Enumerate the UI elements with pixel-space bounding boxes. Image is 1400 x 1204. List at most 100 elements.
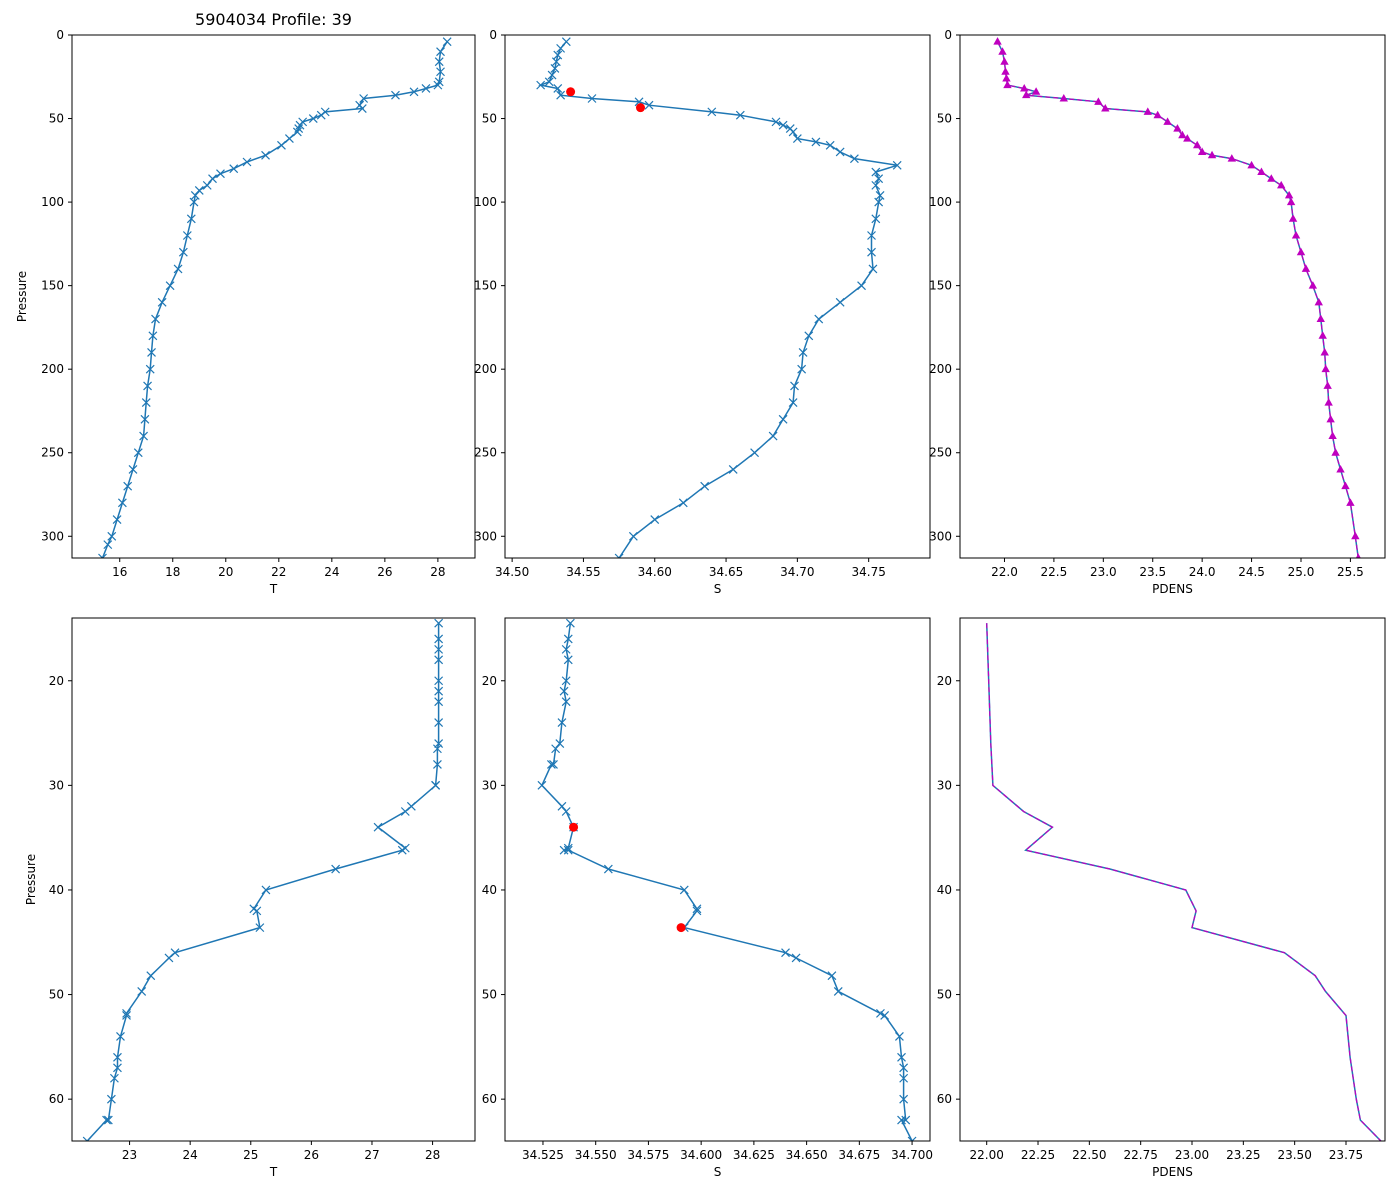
data-point [202, 180, 212, 190]
data-point [140, 414, 150, 424]
x-axis-label: T [269, 582, 278, 596]
y-tick-label: 50 [49, 112, 64, 126]
data-point [400, 807, 410, 816]
data-point [1059, 93, 1068, 102]
data-point [644, 100, 654, 110]
x-tick-label: 34.575 [627, 1148, 669, 1162]
data-point [556, 90, 566, 100]
data-point [778, 414, 788, 424]
data-point [1277, 180, 1286, 189]
data-point [316, 110, 326, 120]
data-point [857, 281, 866, 291]
x-tick-label: 20 [218, 565, 233, 579]
y-tick-label: 150 [929, 279, 952, 293]
data-point [151, 314, 160, 324]
data-point [835, 147, 845, 157]
data-point [993, 37, 1002, 45]
data-point [798, 348, 808, 357]
data-point [284, 134, 294, 144]
y-tick-label: 50 [482, 988, 497, 1002]
x-tick-label: 22.50 [1072, 1148, 1106, 1162]
panel-bottom-right: 22.00 22.25 22.50 22.75 23.00 23.25 23.50 23.75… [937, 617, 1386, 1179]
data-point [165, 281, 175, 291]
data-point [771, 117, 781, 127]
data-point [123, 481, 133, 491]
x-tick-label: 24.0 [1189, 565, 1216, 579]
panel-top-left: 16 18 20 22 24 26 28 0 50 100 150 200 250 300 T Pressur… [15, 28, 476, 596]
x-tick-label: 22.00 [970, 1148, 1004, 1162]
data-point [1267, 174, 1276, 182]
data-point [1336, 464, 1345, 473]
data-point [1286, 197, 1296, 206]
data-point [1178, 130, 1187, 139]
axes-frame [504, 34, 931, 559]
data-point [868, 264, 878, 274]
plot-area [72, 35, 475, 558]
data-point [1003, 80, 1012, 89]
y-tick-label: 40 [937, 883, 952, 897]
y-tick-label: 40 [49, 883, 64, 897]
data-point [899, 1094, 909, 1104]
data-point [899, 1063, 909, 1073]
y-tick-label: 100 [929, 195, 952, 209]
x-tick-label: 23.5 [1139, 565, 1166, 579]
data-point [907, 1136, 917, 1141]
data-point [791, 953, 801, 963]
data-point [103, 540, 113, 550]
data-point [1247, 160, 1256, 169]
data-point [292, 127, 302, 137]
data-point [825, 140, 835, 150]
y-tick-label: 300 [474, 529, 497, 543]
data-point [827, 971, 837, 981]
data-point [867, 231, 876, 240]
x-axis-label: S [714, 1165, 722, 1179]
y-tick-label: 30 [937, 778, 952, 792]
data-point [1284, 190, 1294, 199]
x-tick-label: 34.55 [566, 565, 600, 579]
data-point [157, 297, 167, 307]
data-point [897, 1052, 906, 1062]
data-point [442, 37, 452, 47]
data-point [1331, 448, 1340, 456]
y-tick-label: 200 [474, 362, 497, 376]
data-point [603, 864, 613, 874]
x-tick-label: 16 [112, 565, 127, 579]
y-tick-label: 40 [482, 883, 497, 897]
y-tick-label: 150 [474, 279, 497, 293]
data-point [113, 1052, 122, 1062]
data-point [614, 553, 624, 558]
data-point [563, 845, 573, 855]
data-point [190, 190, 200, 200]
x-tick-label: 34.50 [495, 565, 529, 579]
data-point [874, 197, 884, 207]
data-point [692, 904, 702, 914]
data-point [1193, 140, 1202, 149]
axes-frame [959, 34, 1386, 559]
data-point [700, 481, 710, 491]
data-point [1002, 73, 1011, 82]
flagged-point [566, 87, 576, 97]
data-point [768, 431, 778, 441]
data-point [876, 1008, 885, 1018]
x-tick-label: 22.25 [1021, 1148, 1055, 1162]
y-tick-label: 100 [41, 195, 64, 209]
data-point [553, 84, 563, 93]
data-point [557, 718, 567, 728]
data-point [563, 634, 573, 644]
y-tick-label: 50 [937, 988, 952, 1002]
data-layer [985, 623, 1382, 1141]
data-point [1346, 498, 1355, 506]
y-tick-label: 300 [41, 529, 64, 543]
data-point [556, 43, 566, 53]
data-point [433, 760, 442, 769]
x-tick-label: 25.5 [1337, 565, 1364, 579]
data-point [1324, 398, 1333, 406]
series-line-dashed [986, 623, 1382, 1141]
data-point [788, 398, 798, 408]
data-point [173, 264, 183, 274]
data-point [880, 1011, 890, 1020]
y-tick-label: 250 [41, 446, 64, 460]
data-point [901, 1115, 911, 1125]
series-line [86, 623, 440, 1141]
panel-bottom-left: 23 24 25 26 27 28 20 30 40 50 60 T Pressure [24, 617, 476, 1179]
